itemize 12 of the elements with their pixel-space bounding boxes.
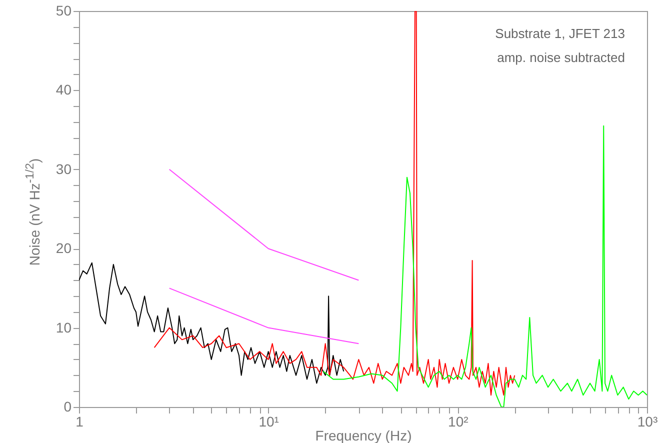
x-tick-label: 10³: [637, 414, 658, 430]
y-tick-label: 30: [56, 160, 72, 177]
x-tick-label: 10²: [448, 414, 469, 430]
x-tick-label: 1: [76, 414, 84, 430]
annotation: Substrate 1, JFET 213: [495, 26, 625, 41]
y-tick-label: 50: [56, 2, 72, 18]
y-tick-label: 0: [64, 398, 72, 414]
y-tick-label: 10: [56, 319, 72, 336]
annotation: amp. noise subtracted: [497, 50, 625, 65]
x-tick-label: 10¹: [258, 414, 280, 430]
y-tick-label: 40: [56, 82, 72, 98]
y-tick-label: 20: [56, 240, 72, 256]
